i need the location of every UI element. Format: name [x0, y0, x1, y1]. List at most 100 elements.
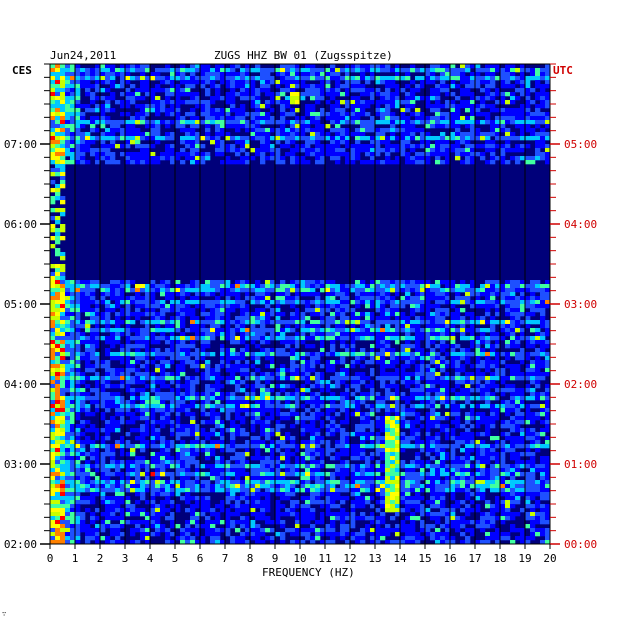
heatmap-cell: [515, 148, 521, 153]
heatmap-cell: [535, 304, 541, 309]
heatmap-cell: [300, 416, 306, 421]
heatmap-cell: [360, 328, 366, 333]
heatmap-cell: [80, 388, 86, 393]
heatmap-cell: [435, 92, 441, 97]
heatmap-cell: [365, 304, 371, 309]
heatmap-cell: [110, 132, 116, 137]
heatmap-cell: [50, 364, 56, 369]
heatmap-cell: [115, 84, 121, 89]
heatmap-cell: [535, 432, 541, 437]
heatmap-cell: [365, 412, 371, 417]
heatmap-cell: [260, 88, 266, 93]
heatmap-cell: [190, 316, 196, 321]
heatmap-cell: [485, 336, 491, 341]
heatmap-cell: [60, 200, 66, 205]
heatmap-cell: [160, 120, 166, 125]
heatmap-cell: [465, 436, 471, 441]
heatmap-cell: [280, 160, 286, 165]
heatmap-cell: [540, 428, 546, 433]
heatmap-cell: [290, 404, 296, 409]
heatmap-cell: [530, 396, 536, 401]
heatmap-cell: [300, 392, 306, 397]
heatmap-cell: [270, 320, 276, 325]
heatmap-cell: [75, 80, 81, 85]
heatmap-cell: [495, 64, 501, 69]
heatmap-cell: [390, 312, 396, 317]
heatmap-cell: [510, 284, 516, 289]
heatmap-cell: [335, 308, 341, 313]
heatmap-cell: [85, 296, 91, 301]
heatmap-cell: [75, 296, 81, 301]
heatmap-cell: [55, 400, 61, 405]
heatmap-cell: [120, 68, 126, 73]
heatmap-cell: [275, 332, 281, 337]
heatmap-cell: [340, 320, 346, 325]
heatmap-cell: [500, 108, 506, 113]
heatmap-cell: [470, 80, 476, 85]
heatmap-cell: [325, 440, 331, 445]
heatmap-cell: [260, 396, 266, 401]
heatmap-cell: [465, 88, 471, 93]
heatmap-cell: [320, 68, 326, 73]
heatmap-cell: [75, 84, 81, 89]
heatmap-cell: [55, 64, 61, 69]
heatmap-cell: [195, 376, 201, 381]
heatmap-cell: [200, 420, 206, 425]
heatmap-cell: [515, 328, 521, 333]
heatmap-cell: [195, 320, 201, 325]
heatmap-cell: [460, 92, 466, 97]
heatmap-cell: [240, 140, 246, 145]
heatmap-cell: [60, 292, 66, 297]
heatmap-cell: [210, 324, 216, 329]
heatmap-cell: [475, 372, 481, 377]
heatmap-cell: [220, 420, 226, 425]
heatmap-cell: [235, 140, 241, 145]
heatmap-cell: [190, 404, 196, 409]
heatmap-cell: [315, 120, 321, 125]
heatmap-cell: [175, 72, 181, 77]
heatmap-cell: [145, 392, 151, 397]
heatmap-cell: [110, 140, 116, 145]
heatmap-cell: [260, 404, 266, 409]
heatmap-cell: [80, 392, 86, 397]
heatmap-cell: [125, 160, 131, 165]
heatmap-cell: [355, 288, 361, 293]
heatmap-cell: [200, 356, 206, 361]
heatmap-cell: [230, 72, 236, 77]
heatmap-cell: [205, 116, 211, 121]
heatmap-cell: [510, 308, 516, 313]
heatmap-cell: [380, 328, 386, 333]
heatmap-cell: [295, 376, 301, 381]
heatmap-cell: [505, 72, 511, 77]
heatmap-cell: [460, 388, 466, 393]
heatmap-cell: [380, 344, 386, 349]
heatmap-cell: [355, 292, 361, 297]
heatmap-cell: [350, 324, 356, 329]
heatmap-cell: [475, 108, 481, 113]
heatmap-cell: [60, 412, 66, 417]
heatmap-cell: [120, 396, 126, 401]
heatmap-cell: [180, 152, 186, 157]
heatmap-cell: [115, 376, 121, 381]
heatmap-cell: [435, 388, 441, 393]
heatmap-cell: [520, 304, 526, 309]
heatmap-cell: [55, 88, 61, 93]
heatmap-cell: [110, 356, 116, 361]
heatmap-cell: [155, 132, 161, 137]
heatmap-cell: [80, 112, 86, 117]
heatmap-cell: [270, 152, 276, 157]
heatmap-cell: [55, 84, 61, 89]
heatmap-cell: [410, 136, 416, 141]
heatmap-cell: [180, 384, 186, 389]
heatmap-cell: [65, 340, 71, 345]
heatmap-cell: [490, 336, 496, 341]
heatmap-cell: [255, 128, 261, 133]
heatmap-cell: [545, 304, 551, 309]
heatmap-cell: [165, 132, 171, 137]
heatmap-cell: [415, 116, 421, 121]
heatmap-cell: [475, 68, 481, 73]
heatmap-cell: [330, 108, 336, 113]
heatmap-cell: [400, 112, 406, 117]
heatmap-cell: [185, 380, 191, 385]
heatmap-cell: [60, 384, 66, 389]
